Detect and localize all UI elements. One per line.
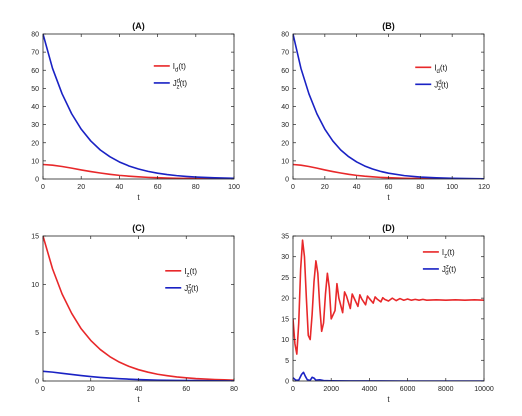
y-tick-label: 25 [281,275,289,282]
series-line-red [293,239,484,355]
x-tick-label: 4000 [362,386,378,393]
series-line-blue [43,34,234,179]
x-axis-label: t [137,193,140,202]
y-tick-label: 10 [281,337,289,344]
x-tick-label: 60 [182,386,190,393]
y-tick-label: 10 [281,158,289,165]
y-tick-label: 20 [281,296,289,303]
panel-title: (B) [382,21,395,31]
y-tick-label: 40 [281,104,289,111]
x-tick-label: 120 [478,184,490,191]
x-axis-label: t [387,193,390,202]
x-tick-label: 0 [41,386,45,393]
y-tick-label: 0 [35,177,39,184]
x-tick-label: 80 [416,184,424,191]
x-tick-label: 0 [41,184,45,191]
x-axis-label: t [387,395,390,404]
y-tick-label: 15 [281,316,289,323]
plot-frame [42,235,235,382]
legend-entry: Jz d(t) [442,264,457,276]
panel-b: (B) 0 20 40 60 80 100 120 0 10 20 30 40 50 60 70 80 t Id(t… [281,21,490,202]
legend-entry: Jd z(t) [434,80,449,92]
plot-frame [292,235,485,382]
y-tick-label: 30 [281,122,289,129]
y-tick-label: 50 [281,86,289,93]
x-tick-label: 40 [116,184,124,191]
legend-entry: Iz(t) [184,267,197,279]
legend-entry: Jd z(t) [173,78,188,90]
x-tick-label: 60 [154,184,162,191]
y-tick-label: 80 [31,32,39,39]
x-tick-label: 2000 [323,386,339,393]
x-tick-label: 100 [446,184,458,191]
x-tick-label: 0 [291,184,295,191]
legend-entry: Id(t) [434,63,447,75]
y-tick-label: 20 [31,140,39,147]
x-tick-label: 8000 [438,386,454,393]
x-tick-label: 80 [192,184,200,191]
x-tick-label: 6000 [400,386,416,393]
y-tick-label: 60 [281,68,289,75]
y-tick-label: 0 [285,177,289,184]
y-tick-label: 5 [285,358,289,365]
y-tick-label: 80 [281,32,289,39]
y-tick-label: 35 [281,234,289,241]
legend-entry: Jz d(t) [184,283,199,295]
panel-a: (A) 0 20 40 60 80 100 0 10 20 30 40 50 60 70 80 t Id(t) Jd… [31,21,240,202]
panel-d: (D) 0 2000 4000 6000 8000 10000 0 5 10 15 20 25 30 35 t… [281,223,494,404]
x-tick-label: 20 [321,184,329,191]
x-tick-label: 60 [385,184,393,191]
y-tick-label: 0 [35,379,39,386]
y-tick-label: 70 [281,50,289,57]
y-tick-label: 70 [31,50,39,57]
series-line-red [43,236,234,381]
series-line-blue [293,371,484,381]
y-tick-label: 30 [31,122,39,129]
panel-c: (C) 0 20 40 60 80 0 5 10 15 t Iz(t) Jz d(t) [31,223,238,404]
x-tick-label: 40 [135,386,143,393]
y-tick-label: 10 [31,158,39,165]
series-line-blue [293,34,484,179]
x-axis-label: t [137,395,140,404]
y-tick-label: 5 [35,330,39,337]
plot-frame [42,33,235,180]
legend-entry: Id(t) [173,62,186,74]
y-tick-label: 10 [31,282,39,289]
x-tick-label: 100 [228,184,240,191]
y-tick-label: 60 [31,68,39,75]
plot-frame [292,33,485,180]
y-tick-label: 40 [31,104,39,111]
legend-entry: Iz(t) [442,248,455,260]
y-tick-label: 0 [285,379,289,386]
x-tick-label: 20 [77,184,85,191]
x-tick-label: 0 [291,386,295,393]
x-tick-label: 20 [87,386,95,393]
y-tick-label: 20 [281,140,289,147]
panel-title: (A) [132,21,145,31]
panel-title: (D) [382,223,395,233]
x-tick-label: 10000 [474,386,494,393]
x-tick-label: 80 [230,386,238,393]
y-tick-label: 30 [281,254,289,261]
x-tick-label: 40 [353,184,361,191]
y-tick-label: 50 [31,86,39,93]
y-tick-label: 15 [31,234,39,241]
panel-title: (C) [132,223,145,233]
